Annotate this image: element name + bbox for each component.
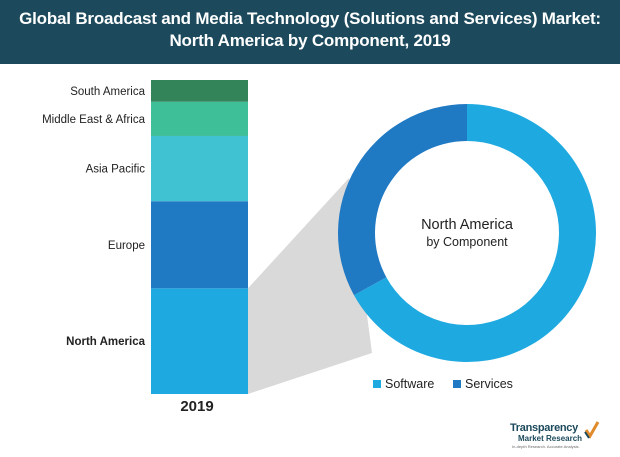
bar-label-south-america: South America <box>70 86 145 98</box>
donut-slice-services <box>338 104 467 296</box>
bar-segment-south-america <box>151 80 248 102</box>
chart-title: Global Broadcast and Media Technology (S… <box>19 9 601 28</box>
logo-text-market-research: Market Research <box>518 434 583 443</box>
bar-labels: North America Europe Asia Pacific Middle Ea… <box>42 86 146 348</box>
logo-tagline: In-depth Research. Accurate Analysis. <box>512 444 580 449</box>
bar-label-asia-pacific: Asia Pacific <box>86 164 146 176</box>
bar-segment-asia-pacific <box>151 135 248 202</box>
header: Global Broadcast and Media Technology (S… <box>0 0 620 64</box>
stacked-bar <box>151 80 248 394</box>
chart-canvas: North America Europe Asia Pacific Middle Ea… <box>42 80 597 415</box>
donut-slice-software <box>353 104 597 363</box>
donut-legend: Software Services <box>373 377 513 391</box>
legend-label-services: Services <box>465 377 513 391</box>
logo-mark-icon <box>584 421 600 439</box>
legend-swatch-software <box>373 380 381 388</box>
donut-center-text-2: by Component <box>426 235 508 249</box>
x-tick-label-2019: 2019 <box>180 398 213 415</box>
donut-center-text-1: North America <box>421 217 514 233</box>
bar-label-europe: Europe <box>108 240 145 252</box>
donut-chart <box>338 104 597 363</box>
bar-segment-europe <box>151 201 248 289</box>
chart-subtitle: North America by Component, 2019 <box>169 31 451 50</box>
legend-label-software: Software <box>385 377 434 391</box>
legend-swatch-services <box>453 380 461 388</box>
logo-text-transparency: Transparency <box>510 422 578 434</box>
bar-label-north-america: North America <box>66 336 145 348</box>
donut-center-label: North America by Component <box>421 217 514 249</box>
bar-label-middle-east-and-africa: Middle East & Africa <box>42 114 146 126</box>
brand-logo: Transparency Market Research In-depth Re… <box>510 420 605 452</box>
bar-segment-north-america <box>151 288 248 394</box>
bar-segment-middle-east-and-africa <box>151 101 248 136</box>
